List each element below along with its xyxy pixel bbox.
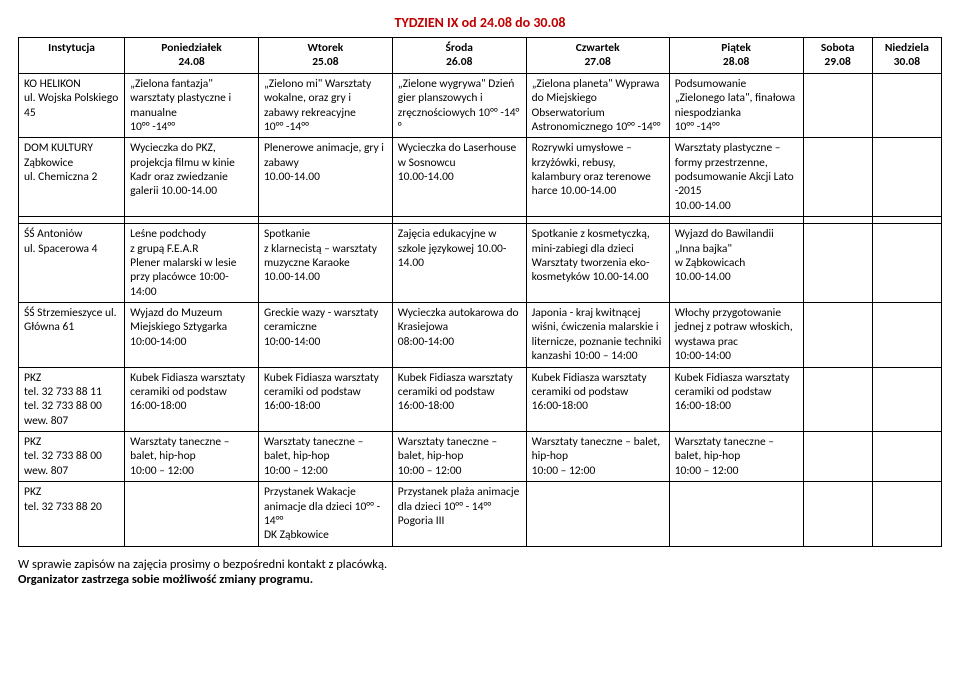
- cell-institution: PKZtel. 32 733 88 11tel. 32 733 88 00wew…: [19, 367, 125, 432]
- cell-day: Warsztaty taneczne – balet, hip-hop10:00…: [526, 432, 669, 482]
- col-sat: Sobota29.08: [803, 38, 872, 74]
- cell-day: Warsztaty taneczne – balet, hip-hop10:00…: [258, 432, 392, 482]
- cell-day: Wyjazd do Bawilandii „Inna bajka"w Ząbko…: [669, 224, 803, 303]
- table-row: PKZtel. 32 733 88 00wew. 807Warsztaty ta…: [19, 432, 942, 482]
- cell-day: [803, 482, 872, 547]
- cell-day: Rozrywki umysłowe – krzyżówki, rebusy, k…: [526, 138, 669, 217]
- cell-day: [872, 73, 941, 138]
- col-fri: Piątek28.08: [669, 38, 803, 74]
- cell-day: [803, 224, 872, 303]
- cell-day: [872, 303, 941, 368]
- table-row: KO HELIKONul. Wojska Polskiego 45„Zielon…: [19, 73, 942, 138]
- cell-day: Warsztaty taneczne – balet, hip-hop10:00…: [392, 432, 526, 482]
- cell-day: Leśne podchodyz grupą F.E.A.RPlener mala…: [125, 224, 259, 303]
- cell-day: Kubek Fidiasza warsztaty ceramiki od pod…: [258, 367, 392, 432]
- table-header-row: Instytucja Poniedziałek24.08 Wtorek25.08…: [19, 38, 942, 74]
- cell-day: Wyjazd do Muzeum Miejskiego Sztygarka 10…: [125, 303, 259, 368]
- col-wed: Środa26.08: [392, 38, 526, 74]
- col-instytucja: Instytucja: [19, 38, 125, 74]
- cell-day: Spotkaniez klarnecistą – warsztaty muzyc…: [258, 224, 392, 303]
- cell-day: Wycieczka do Laserhousew Sosnowcu10.00-1…: [392, 138, 526, 217]
- cell-day: [872, 482, 941, 547]
- footer-line-2: Organizator zastrzega sobie możliwość zm…: [18, 572, 942, 587]
- cell-day: Greckie wazy - warsztaty ceramiczne10:00…: [258, 303, 392, 368]
- col-thu: Czwartek27.08: [526, 38, 669, 74]
- cell-day: [872, 224, 941, 303]
- cell-institution: PKZtel. 32 733 88 00wew. 807: [19, 432, 125, 482]
- cell-day: [803, 303, 872, 368]
- cell-day: „Zielono mi" Warsztaty wokalne, oraz gry…: [258, 73, 392, 138]
- cell-day: [669, 482, 803, 547]
- cell-day: Spotkanie z kosmetyczką, mini-zabiegi dl…: [526, 224, 669, 303]
- cell-day: [872, 432, 941, 482]
- footer-line-1: W sprawie zapisów na zajęcia prosimy o b…: [18, 557, 942, 572]
- cell-institution: ŚŚ Antoniówul. Spacerowa 4: [19, 224, 125, 303]
- cell-day: [125, 482, 259, 547]
- cell-day: Przystanek plaża animacje dla dzieci 10°…: [392, 482, 526, 547]
- page-title: TYDZIEN IX od 24.08 do 30.08: [18, 14, 942, 31]
- cell-day: Warsztaty taneczne – balet, hip-hop10:00…: [669, 432, 803, 482]
- cell-day: Warsztaty plastyczne –formy przestrzenne…: [669, 138, 803, 217]
- cell-day: [526, 482, 669, 547]
- cell-day: Przystanek Wakacje animacje dla dzieci 1…: [258, 482, 392, 547]
- table-row: PKZtel. 32 733 88 11tel. 32 733 88 00wew…: [19, 367, 942, 432]
- cell-day: [803, 432, 872, 482]
- cell-day: „Zielone wygrywa" Dzień gier planszowych…: [392, 73, 526, 138]
- table-row: ŚŚ Strzemieszyce ul. Główna 61Wyjazd do …: [19, 303, 942, 368]
- cell-day: Kubek Fidiasza warsztaty ceramiki od pod…: [392, 367, 526, 432]
- table-row: ŚŚ Antoniówul. Spacerowa 4Leśne podchody…: [19, 224, 942, 303]
- cell-day: [803, 367, 872, 432]
- col-sun: Niedziela30.08: [872, 38, 941, 74]
- table-row: PKZtel. 32 733 88 20 Przystanek Wakacje a…: [19, 482, 942, 547]
- cell-day: Plenerowe animacje, gry i zabawy10.00-14…: [258, 138, 392, 217]
- footer-notes: W sprawie zapisów na zajęcia prosimy o b…: [18, 557, 942, 587]
- cell-day: Podsumowanie „Zielonego lata", finałowa …: [669, 73, 803, 138]
- cell-institution: ŚŚ Strzemieszyce ul. Główna 61: [19, 303, 125, 368]
- cell-institution: KO HELIKONul. Wojska Polskiego 45: [19, 73, 125, 138]
- cell-day: Kubek Fidiasza warsztaty ceramiki od pod…: [669, 367, 803, 432]
- cell-day: Wycieczka do PKZ, projekcja filmu w kini…: [125, 138, 259, 217]
- cell-institution: DOM KULTURY Ząbkowiceul. Chemiczna 2: [19, 138, 125, 217]
- cell-day: Kubek Fidiasza warsztaty ceramiki od pod…: [125, 367, 259, 432]
- cell-institution: PKZtel. 32 733 88 20: [19, 482, 125, 547]
- cell-day: [872, 367, 941, 432]
- cell-day: Zajęcia edukacyjne w szkole językowej 10…: [392, 224, 526, 303]
- cell-day: Warsztaty taneczne – balet, hip-hop10:00…: [125, 432, 259, 482]
- cell-day: [803, 138, 872, 217]
- col-mon: Poniedziałek24.08: [125, 38, 259, 74]
- cell-day: Włochy przygotowanie jednej z potraw wło…: [669, 303, 803, 368]
- cell-day: „Zielona fantazja" warsztaty plastyczne …: [125, 73, 259, 138]
- table-separator: [19, 217, 942, 224]
- cell-day: [803, 73, 872, 138]
- cell-day: [872, 138, 941, 217]
- col-tue: Wtorek25.08: [258, 38, 392, 74]
- cell-day: Japonia - kraj kwitnącej wiśni, ćwiczeni…: [526, 303, 669, 368]
- cell-day: „Zielona planeta" Wyprawa do Miejskiego …: [526, 73, 669, 138]
- table-row: DOM KULTURY Ząbkowiceul. Chemiczna 2Wyci…: [19, 138, 942, 217]
- cell-day: Wycieczka autokarowa do Krasiejowa08:00-…: [392, 303, 526, 368]
- cell-day: Kubek Fidiasza warsztaty ceramiki od pod…: [526, 367, 669, 432]
- schedule-table: Instytucja Poniedziałek24.08 Wtorek25.08…: [18, 37, 942, 547]
